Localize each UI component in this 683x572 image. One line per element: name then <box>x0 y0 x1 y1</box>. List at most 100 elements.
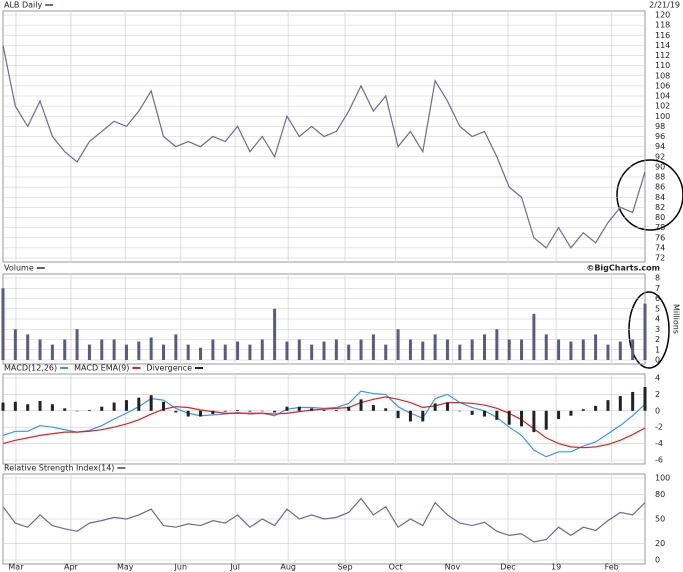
bar <box>569 341 573 360</box>
y-tick-label: 80 <box>655 490 665 499</box>
y-tick-label: 7 <box>655 284 660 293</box>
x-tick-label: Oct <box>389 563 403 572</box>
y-tick-label: 5 <box>655 304 660 313</box>
y-tick-label: 80 <box>655 213 665 222</box>
x-tick-label: May <box>117 563 134 572</box>
bar <box>359 339 363 360</box>
bar <box>199 347 203 360</box>
x-tick-label: Aug <box>280 563 296 572</box>
y-axis-label: Millions <box>672 304 681 334</box>
bar <box>186 410 190 417</box>
bar <box>606 400 610 411</box>
bar <box>124 400 128 411</box>
y-tick-label: -4 <box>655 439 663 448</box>
legend-label: Volume <box>4 264 34 273</box>
bar <box>285 406 289 411</box>
bar <box>618 396 622 411</box>
y-tick-label: 88 <box>655 173 665 182</box>
y-tick-label: 90 <box>655 162 665 171</box>
y-tick-label: 100 <box>655 474 670 483</box>
y-tick-label: 82 <box>655 203 665 212</box>
y-tick-label: 106 <box>655 81 670 90</box>
bar <box>569 410 573 416</box>
bar <box>322 341 326 360</box>
bar <box>211 339 215 360</box>
bar <box>643 387 647 411</box>
bar <box>334 409 338 411</box>
bar <box>520 410 524 427</box>
bar <box>273 308 277 360</box>
x-tick-label: Jul <box>229 563 240 572</box>
bar <box>50 404 54 411</box>
bar <box>594 334 598 360</box>
bar <box>63 339 67 360</box>
bar <box>112 402 116 411</box>
y-tick-label: 0 <box>655 556 660 565</box>
series-line <box>2 45 646 249</box>
bar <box>211 410 215 415</box>
bar <box>470 410 474 415</box>
bar <box>38 339 42 360</box>
y-tick-label: 116 <box>655 31 670 40</box>
bar <box>26 404 30 411</box>
bar <box>396 329 400 360</box>
bar <box>236 341 240 360</box>
y-tick-label: 78 <box>655 223 665 232</box>
y-tick-label: 102 <box>655 102 670 111</box>
annotation-circle <box>628 291 670 369</box>
bar <box>421 410 425 422</box>
y-tick-label: -2 <box>655 423 663 432</box>
credit: ©BigCharts.com <box>586 264 660 273</box>
bar <box>532 410 536 433</box>
bar <box>458 344 462 360</box>
bar <box>310 408 314 411</box>
bar <box>458 410 462 412</box>
bar <box>322 409 326 411</box>
y-tick-label: 4 <box>655 315 660 324</box>
x-tick-label: 19 <box>551 563 561 572</box>
annotation-circle <box>616 159 683 231</box>
y-tick-label: 86 <box>655 183 665 192</box>
y-tick-label: 72 <box>655 254 665 263</box>
bar <box>606 344 610 360</box>
y-tick-label: 20 <box>655 539 665 548</box>
bar <box>137 397 141 411</box>
bar <box>137 341 141 360</box>
bar <box>384 344 388 360</box>
y-tick-label: 0 <box>655 406 660 415</box>
bar <box>285 341 289 360</box>
bar <box>557 339 561 360</box>
y-tick-label: 92 <box>655 152 665 161</box>
bar <box>371 405 375 411</box>
bar <box>297 406 301 411</box>
bar <box>581 409 585 411</box>
series-line <box>2 390 646 458</box>
bar <box>631 339 635 360</box>
legend-label: Divergence <box>146 364 192 373</box>
y-tick-label: 50 <box>655 515 665 524</box>
bar <box>507 410 511 425</box>
bar <box>445 339 449 360</box>
legend-label: MACD(12,26) <box>4 364 57 373</box>
y-tick-label: 108 <box>655 71 670 80</box>
bar <box>408 339 412 360</box>
x-tick-label: Dec <box>500 563 515 572</box>
y-tick-label: 110 <box>655 61 670 70</box>
bar <box>50 344 54 360</box>
x-tick-label: Sep <box>337 563 352 572</box>
x-tick-label: Jun <box>174 563 188 572</box>
series-line <box>2 396 646 449</box>
bar <box>507 339 511 360</box>
bar <box>75 329 79 360</box>
bar <box>273 410 277 413</box>
bar <box>38 400 42 411</box>
bar <box>124 344 128 360</box>
y-tick-label: 1 <box>655 345 660 354</box>
y-tick-label: 84 <box>655 193 665 202</box>
x-tick-label: Mar <box>8 563 24 572</box>
y-tick-label: 114 <box>655 41 670 50</box>
y-tick-label: 100 <box>655 112 670 121</box>
date-label: 2/21/19 <box>649 1 680 10</box>
y-tick-label: 118 <box>655 21 670 30</box>
